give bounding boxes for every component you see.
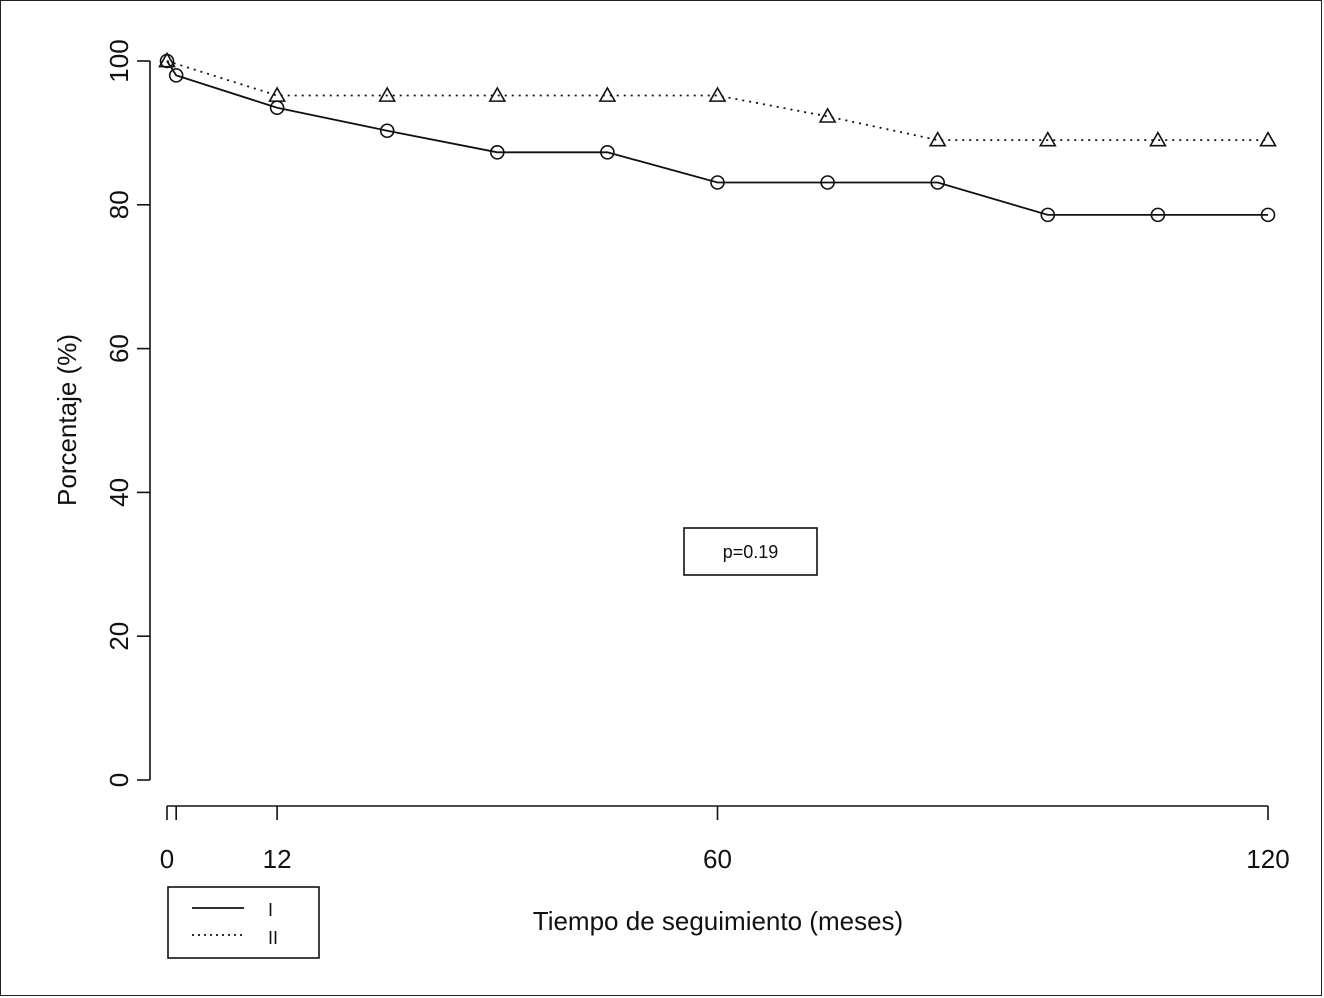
legend: I II [167,886,320,959]
point-ii-4 [598,86,617,102]
svg-text:p=0.19: p=0.19 [723,542,779,562]
point-ii-6 [818,107,837,123]
point-ii-5 [708,86,727,102]
x-tick-label-0: 0 [160,844,174,874]
x-axis-title: Tiempo de seguimiento (meses) [533,906,903,936]
point-i-6 [710,175,725,190]
p-value-annotation: p=0.19 [683,527,818,576]
y-tick-label-100: 100 [104,39,134,82]
point-i-9 [1040,207,1056,223]
y-tick-label-0: 0 [104,773,134,787]
point-i-11 [1260,207,1276,223]
point-ii-0 [158,51,176,68]
series-i [159,53,1276,223]
point-ii-9 [1149,130,1167,147]
point-i-7 [820,175,835,190]
y-tick-label-60: 60 [104,334,134,363]
y-tick-label-80: 80 [104,190,134,219]
point-ii-8 [1038,130,1057,147]
y-tick-label-20: 20 [104,622,134,651]
series-ii [158,51,1277,147]
series-line-i [166,60,1268,216]
series-layer [158,51,1277,223]
legend-label-ii: II [268,928,278,948]
point-i-8 [930,175,946,190]
point-i-1 [168,68,184,83]
point-ii-1 [268,86,286,102]
point-ii-7 [928,130,947,147]
y-axis-title: Porcentaje (%) [52,334,82,506]
x-tick-label-120: 120 [1246,844,1289,874]
axes: 0 20 40 60 80 100 0 12 60 120 [104,39,1290,874]
point-ii-10 [1259,130,1277,147]
x-tick-label-12: 12 [263,844,292,874]
x-tick-label-60: 60 [703,844,732,874]
point-i-5 [600,145,615,160]
point-i-10 [1150,207,1166,223]
y-tick-label-40: 40 [104,478,134,507]
legend-label-i: I [268,900,273,920]
point-ii-3 [488,86,507,102]
point-i-3 [379,123,395,139]
point-i-4 [489,145,505,160]
point-ii-2 [378,86,397,102]
